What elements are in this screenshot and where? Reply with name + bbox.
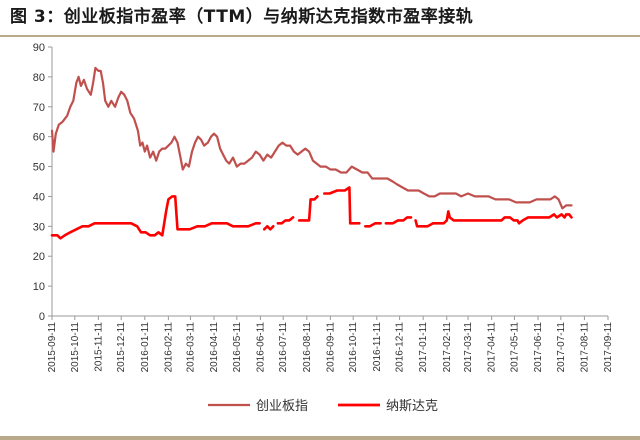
series-nasdaq [50, 186, 573, 240]
x-tick-label: 2015-12-11 [116, 322, 127, 373]
series-line-segment [50, 195, 261, 240]
page-title: 图 3：创业板指市盈率（TTM）与纳斯达克指数市盈率接轨 [10, 7, 474, 27]
x-tick-label: 2016-10-11 [348, 322, 359, 373]
x-tick-label: 2017-01-11 [418, 322, 429, 373]
x-tick-label: 2017-05-11 [509, 322, 520, 373]
x-tick-label: 2017-03-11 [463, 322, 474, 373]
y-tick-label: 90 [33, 42, 45, 54]
x-tick-label: 2016-08-11 [302, 322, 313, 373]
series-line-segment [297, 195, 319, 222]
y-axis: 0 10 20 30 40 50 60 70 80 90 [33, 42, 53, 323]
x-tick-label: 2016-05-11 [232, 322, 243, 373]
x-axis: 2015-09-11 2015-10-11 2015-11-11 2015-12-11… [47, 315, 614, 373]
series-line-segment [414, 210, 573, 228]
legend-label: 创业板指 [256, 399, 308, 414]
y-tick-label: 20 [33, 251, 45, 263]
legend-item: 纳斯达克 [338, 399, 438, 414]
x-tick-label: 2016-04-11 [209, 322, 220, 373]
y-tick-label: 30 [33, 221, 45, 233]
x-tick-label: 2016-09-11 [325, 322, 336, 373]
x-tick-label: 2015-09-11 [47, 322, 58, 373]
x-tick-label: 2016-01-11 [140, 322, 151, 373]
legend-label: 纳斯达克 [386, 399, 438, 414]
series-line-segment [262, 225, 275, 231]
x-tick-label: 2017-04-11 [487, 322, 498, 373]
series-layer [50, 66, 573, 240]
y-tick-label: 40 [33, 191, 45, 203]
x-tick-label: 2016-12-11 [395, 322, 406, 373]
x-tick-label: 2016-02-11 [163, 322, 174, 373]
series-line-segment [364, 222, 382, 228]
legend-item: 创业板指 [208, 399, 308, 414]
title-divider [0, 35, 640, 37]
x-tick-label: 2016-11-11 [372, 322, 383, 372]
x-tick-label: 2017-09-11 [603, 322, 614, 373]
x-tick-label: 2017-02-11 [442, 322, 453, 373]
x-tick-label: 2017-08-11 [579, 322, 590, 373]
series-chinext [50, 66, 573, 210]
x-tick-label: 2015-10-11 [70, 322, 81, 373]
y-tick-label: 50 [33, 162, 45, 174]
pe-ratio-chart: 0 10 20 30 40 50 60 70 80 90 2015-09-11 2015-10-11… [33, 42, 614, 414]
series-line-segment [322, 186, 361, 225]
x-tick-label: 2016-06-11 [255, 322, 266, 373]
y-tick-label: 0 [39, 311, 45, 323]
series-line-segment [50, 66, 573, 210]
x-tick-label: 2015-11-11 [93, 322, 104, 372]
series-line-segment [276, 216, 295, 225]
series-line-segment [384, 216, 413, 225]
x-tick-label: 2016-07-11 [278, 322, 289, 373]
x-tick-label: 2016-03-11 [185, 322, 196, 373]
y-tick-label: 10 [33, 281, 45, 293]
bottom-divider [0, 436, 640, 440]
y-tick-label: 80 [33, 72, 45, 84]
y-tick-label: 70 [33, 102, 45, 114]
y-tick-label: 60 [33, 132, 45, 144]
x-tick-label: 2017-06-11 [533, 322, 544, 373]
x-tick-label: 2017-07-11 [556, 322, 567, 373]
legend: 创业板指 纳斯达克 [208, 399, 438, 414]
